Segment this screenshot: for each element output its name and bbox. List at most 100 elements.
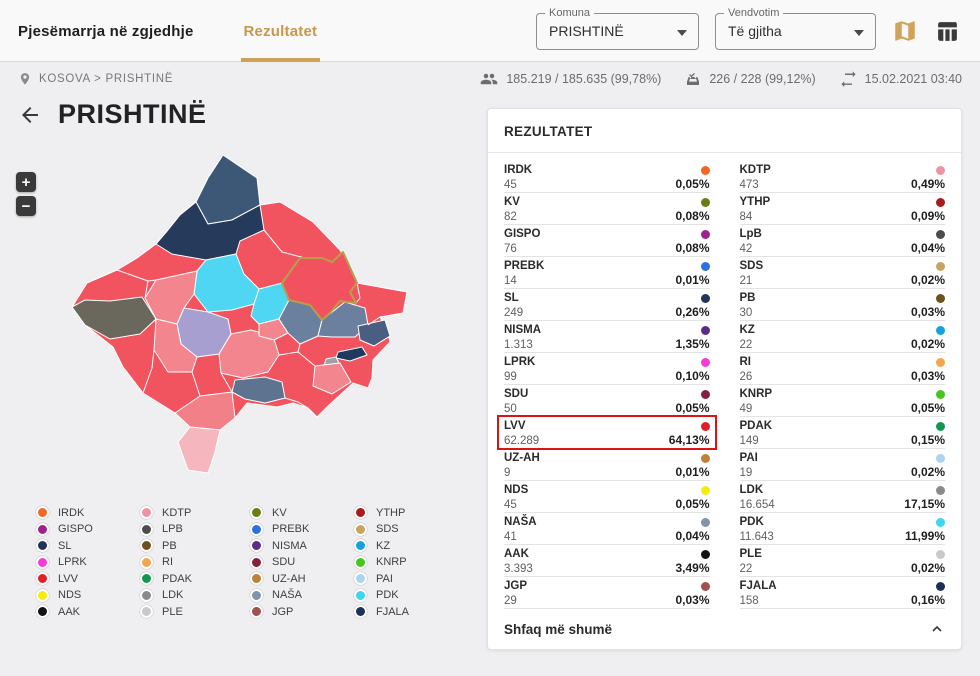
legend-label: JGP [272,605,294,618]
map-municipality-border [284,397,309,409]
party-color-dot [700,389,710,399]
table-view-button[interactable] [934,18,960,44]
map-region-prishtine-selected[interactable] [281,251,358,321]
legend-label: FJALA [376,605,410,618]
party-votes: 26 [739,371,753,383]
map-region-base[interactable] [71,154,408,474]
party-name: SDU [504,388,529,400]
party-votes: 50 [504,403,517,415]
legend-color-dot [250,588,263,602]
header-controls: Komuna PRISHTINË Vendvotim Të gjitha [536,0,960,62]
map-zoom-in-button[interactable]: + [16,172,36,192]
map-municipality-border [367,316,381,326]
result-row-SDU[interactable]: SDU 50 0,05% [504,385,710,417]
komuna-select[interactable]: Komuna PRISHTINË [536,6,699,50]
legend-color-dot [250,506,263,519]
choropleth-map[interactable] [60,140,416,486]
result-row-SDS[interactable]: SDS 21 0,02% [739,257,945,289]
map-region-klina[interactable] [144,270,198,325]
vendvotim-select[interactable]: Vendvotim Të gjitha [715,6,876,50]
party-color-dot [936,421,945,431]
map-region-malisheva[interactable] [153,318,198,373]
map-region-vitia[interactable] [312,362,352,395]
ballot-box-icon [687,72,700,85]
party-name: KV [504,196,520,208]
result-row-LPRK[interactable]: LPRK 99 0,10% [504,353,710,385]
map-region-novoberde[interactable] [357,319,391,347]
result-row-LDK[interactable]: LDK 16.654 17,15% [739,481,945,513]
result-row-LpB[interactable]: LpB 42 0,04% [739,225,945,257]
result-row-FJALA[interactable]: FJALA 158 0,16% [739,577,945,609]
party-percent: 0,09% [910,209,945,223]
legend-label: LVV [58,572,78,585]
party-votes: 21 [739,275,753,287]
party-name: YTHP [739,196,771,208]
result-row-PDK[interactable]: PDK 11.643 11,99% [739,513,945,545]
party-name: UZ-AH [504,452,540,464]
result-row-PB[interactable]: PB 30 0,03% [739,289,945,321]
map-region-dragash[interactable] [177,426,221,474]
updated-value: 15.02.2021 03:40 [864,71,962,86]
map-region-fushe-kosove[interactable] [258,318,289,341]
legend-label: LPB [162,523,183,535]
party-percent: 0,03% [910,305,945,319]
party-percent: 64,13% [668,433,710,447]
result-row-KNRP[interactable]: KNRP 49 0,05% [739,385,945,417]
legend-item-PREBK: PREBK [250,522,354,536]
result-row-KDTP[interactable]: KDTP 473 0,49% [739,161,945,193]
legend-color-dot [36,605,49,618]
party-color-dot [936,197,945,207]
result-row-PLE[interactable]: PLE 22 0,02% [739,545,945,577]
map-zoom-out-button[interactable]: − [16,196,36,216]
result-row-IRDK[interactable]: IRDK 45 0,05% [504,161,710,193]
legend-color-dot [250,605,263,618]
legend-label: PDAK [162,572,192,585]
result-row-NISMA[interactable]: NISMA 1.313 1,35% [504,321,710,353]
result-row-KV[interactable]: KV 82 0,08% [504,193,710,225]
result-row-NDS[interactable]: NDS 45 0,05% [504,481,710,513]
result-row-AAK[interactable]: AAK 3.393 3,49% [504,545,710,577]
map-icon [895,21,915,41]
result-row-PAI[interactable]: PAI 19 0,02% [739,449,945,481]
legend-color-dot [140,605,153,618]
breadcrumb[interactable]: KOSOVA > PRISHTINË [18,72,173,86]
result-row-UZ-AH[interactable]: UZ-AH 9 0,01% [504,449,710,481]
party-percent: 0,03% [910,369,945,383]
party-name: SL [504,292,519,304]
result-row-GISPO[interactable]: GISPO 76 0,08% [504,225,710,257]
result-row-PREBK[interactable]: PREBK 14 0,01% [504,257,710,289]
party-percent: 0,26% [675,305,710,319]
result-row-RI[interactable]: RI 26 0,03% [739,353,945,385]
legend-item-GISPO: GISPO [36,522,140,536]
party-color-dot [700,197,710,207]
legend-item-JGP: JGP [250,605,354,618]
legend-item-LVV: LVV [36,572,140,585]
map-view-button[interactable] [892,18,918,44]
result-row-PDAK[interactable]: PDAK 149 0,15% [739,417,945,449]
updated-stat: 15.02.2021 03:40 [840,70,962,87]
show-more-label: Shfaq më shumë [504,621,613,637]
party-votes: 158 [739,595,759,607]
party-votes: 19 [739,467,753,479]
legend-color-dot [354,605,367,618]
legend-column: KDTP LPB PB RI PDAK LDK PLE [140,506,250,622]
legend-color-dot [140,555,153,569]
result-row-LVV[interactable]: LVV 62.289 64,13% [497,415,716,450]
result-row-KZ[interactable]: KZ 22 0,02% [739,321,945,353]
tab-rezultatet[interactable]: Rezultatet [240,0,320,62]
party-name: PDAK [739,420,773,432]
legend-color-dot [250,555,263,569]
tab-pjesemarrja[interactable]: Pjesëmarrja në zgjedhje [18,22,194,40]
party-color-dot [936,581,945,591]
back-button[interactable] [18,103,42,127]
result-row-SL[interactable]: SL 249 0,26% [504,289,710,321]
result-row-NAŠA[interactable]: NAŠA 41 0,04% [504,513,710,545]
map-municipality-border [263,229,306,259]
party-color-dot [936,389,945,399]
show-more-button[interactable]: Shfaq më shumë [488,609,961,651]
result-row-YTHP[interactable]: YTHP 84 0,09% [739,193,945,225]
map-region-shterpce[interactable] [231,376,286,404]
party-votes: 22 [739,339,753,351]
result-row-JGP[interactable]: JGP 29 0,03% [504,577,710,609]
party-percent: 0,05% [675,497,710,511]
